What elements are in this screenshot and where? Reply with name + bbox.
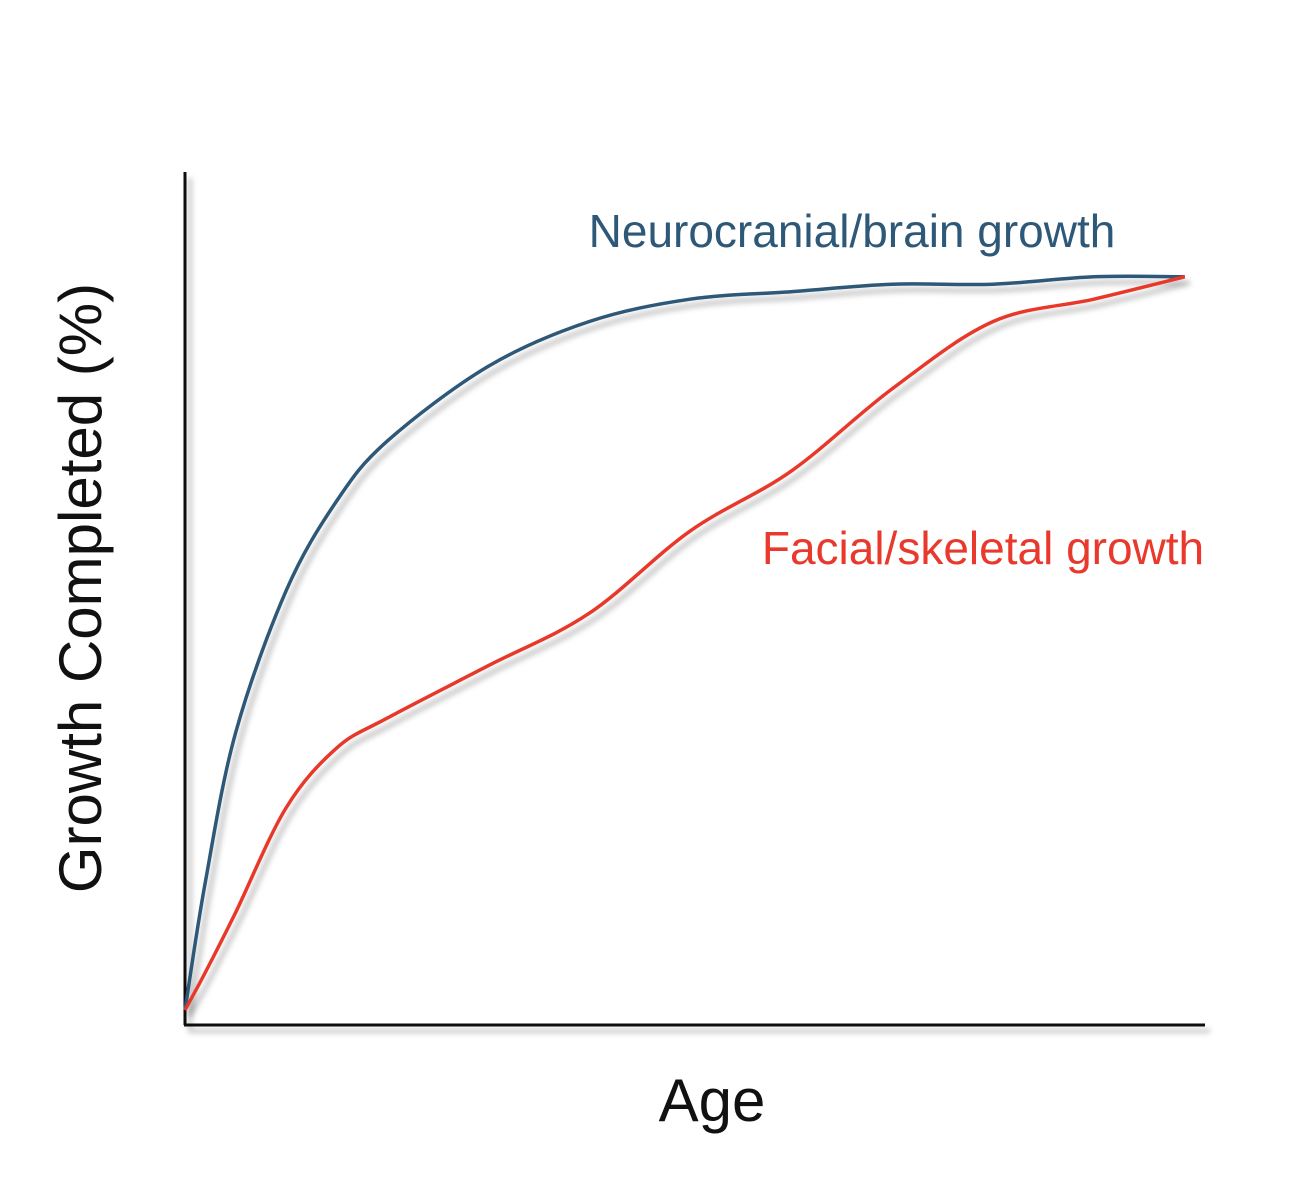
series-line [183,275,1186,1011]
x-axis-label: Age [659,1067,766,1134]
plot-area [183,274,1186,1011]
series-line [183,274,1185,1011]
axes [183,172,1205,1027]
series-label: Facial/skeletal growth [762,522,1204,574]
series-label: Neurocranial/brain growth [589,205,1116,257]
y-axis-label: Growth Completed (%) [47,283,114,893]
